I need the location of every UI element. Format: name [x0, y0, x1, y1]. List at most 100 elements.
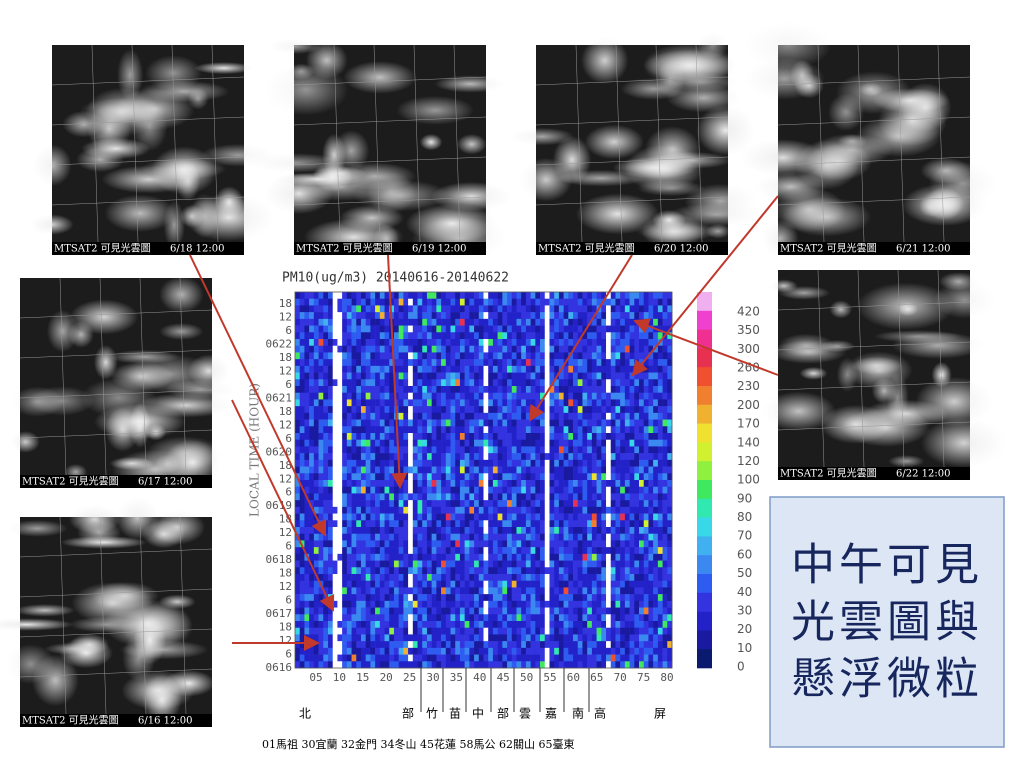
heatmap-cell — [384, 399, 390, 407]
heatmap-cell — [304, 533, 310, 541]
heatmap-cell — [422, 641, 428, 649]
heatmap-cell — [379, 298, 385, 306]
heatmap-cell — [323, 647, 329, 655]
heatmap-cell — [554, 352, 560, 360]
heatmap-cell — [299, 600, 305, 608]
heatmap-cell — [615, 580, 621, 588]
heatmap-cell — [525, 547, 531, 555]
heatmap-cell — [629, 305, 635, 313]
image-date: 6/16 12:00 — [138, 716, 192, 727]
heatmap-cell — [455, 446, 461, 454]
heatmap-cell — [667, 345, 673, 353]
x-tick-label: 40 — [473, 671, 486, 684]
heatmap-cell — [554, 379, 560, 387]
heatmap-cell — [615, 634, 621, 642]
heatmap-cell — [615, 339, 621, 347]
heatmap-cell — [657, 647, 663, 655]
heatmap-cell — [299, 352, 305, 360]
heatmap-cell — [610, 359, 616, 367]
heatmap-cell — [558, 439, 564, 447]
heatmap-cell — [563, 513, 569, 521]
lon-line — [131, 44, 139, 243]
heatmap-cell — [615, 453, 621, 461]
heatmap-cell — [554, 459, 560, 467]
heatmap-cell — [587, 372, 593, 380]
heatmap-cell — [323, 493, 329, 501]
heatmap-cell — [483, 533, 489, 541]
heatmap-cell — [634, 352, 640, 360]
heatmap-cell — [606, 506, 612, 514]
heatmap-cell — [620, 292, 626, 300]
lat-line — [777, 301, 971, 311]
heatmap-cell — [299, 634, 305, 642]
heatmap-cell — [653, 298, 659, 306]
heatmap-cell — [441, 392, 447, 400]
heatmap-cell — [375, 513, 381, 521]
heatmap-cell — [441, 386, 447, 394]
heatmap-cell — [469, 661, 475, 669]
heatmap-cell — [318, 399, 324, 407]
heatmap-cell — [295, 386, 301, 394]
heatmap-cell — [624, 318, 630, 326]
heatmap-cell — [478, 339, 484, 347]
heatmap-cell — [417, 486, 423, 494]
heatmap-cell — [511, 446, 517, 454]
heatmap-cell — [492, 506, 498, 514]
heatmap-cell — [662, 493, 668, 501]
heatmap-cell — [313, 594, 319, 602]
heatmap-cell — [535, 459, 541, 467]
heatmap-cell — [365, 513, 371, 521]
heatmap-cell — [360, 318, 366, 326]
heatmap-cell — [304, 325, 310, 333]
colorbar-label: 420 — [737, 305, 760, 319]
heatmap-cell — [426, 386, 432, 394]
heatmap-cell — [469, 520, 475, 528]
heatmap-cell — [389, 587, 395, 595]
heatmap-cell — [417, 332, 423, 340]
heatmap-cell — [398, 547, 404, 555]
heatmap-cell — [629, 439, 635, 447]
heatmap-cell — [370, 318, 376, 326]
heatmap-cell — [591, 654, 597, 662]
heatmap-cell — [624, 392, 630, 400]
heatmap-cell — [624, 305, 630, 313]
heatmap-cell — [337, 493, 343, 501]
heatmap-cell — [639, 298, 645, 306]
heatmap-cell — [309, 426, 315, 434]
heatmap-cell — [318, 433, 324, 441]
heatmap-cell — [568, 654, 574, 662]
heatmap-cell — [502, 493, 508, 501]
heatmap-cell — [431, 298, 437, 306]
heatmap-cell — [624, 580, 630, 588]
heatmap-cell — [318, 540, 324, 548]
heatmap-cell — [295, 298, 301, 306]
heatmap-cell — [450, 520, 456, 528]
heatmap-cell — [639, 325, 645, 333]
heatmap-cell — [591, 292, 597, 300]
heatmap-cell — [375, 426, 381, 434]
heatmap-cell — [365, 312, 371, 320]
heatmap-cell — [474, 433, 480, 441]
heatmap-cell — [667, 600, 673, 608]
heatmap-cell — [601, 540, 607, 548]
heatmap-cell — [474, 345, 480, 353]
heatmap-cell — [558, 513, 564, 521]
heatmap-cell — [389, 493, 395, 501]
heatmap-cell — [521, 574, 527, 582]
heatmap-cell — [596, 627, 602, 635]
heatmap-cell — [629, 392, 635, 400]
heatmap-cell — [488, 439, 494, 447]
heatmap-cell — [483, 594, 489, 602]
heatmap-cell — [318, 587, 324, 595]
heatmap-cell — [474, 480, 480, 488]
heatmap-cell — [455, 560, 461, 568]
heatmap-cell — [474, 473, 480, 481]
heatmap-cell — [591, 486, 597, 494]
heatmap-cell — [525, 406, 531, 414]
heatmap-cell — [662, 298, 668, 306]
heatmap-cell — [375, 466, 381, 474]
heatmap-cell — [483, 587, 489, 595]
heatmap-cell — [483, 627, 489, 635]
heatmap-cell — [657, 399, 663, 407]
heatmap-cell — [459, 641, 465, 649]
